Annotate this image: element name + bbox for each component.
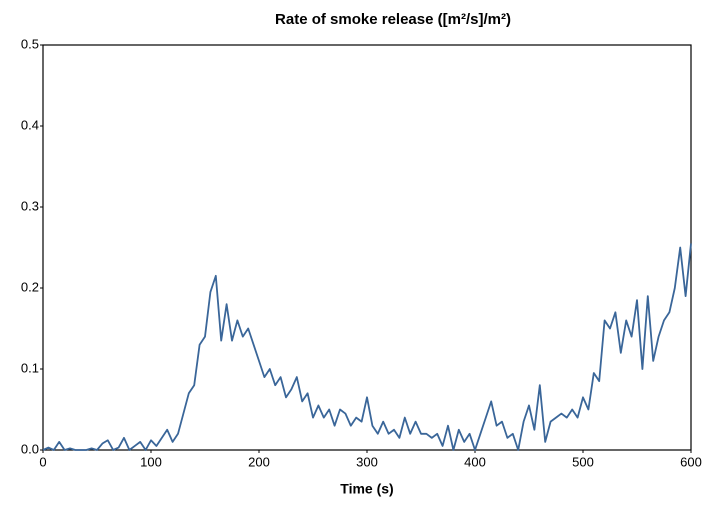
x-tick-label: 600	[680, 454, 702, 469]
y-tick-label: 0.2	[21, 279, 39, 294]
y-tick-label: 0.0	[21, 441, 39, 456]
x-axis-label: Time (s)	[340, 481, 393, 497]
y-tick-label: 0.5	[21, 36, 39, 51]
chart-title: Rate of smoke release ([m²/s]/m²)	[275, 11, 511, 28]
x-tick-label: 0	[39, 454, 46, 469]
plot-frame	[42, 44, 692, 451]
y-tick-label: 0.4	[21, 117, 39, 132]
x-tick-label: 100	[140, 454, 162, 469]
x-tick-label: 400	[464, 454, 486, 469]
y-tick-label: 0.1	[21, 360, 39, 375]
x-tick-label: 200	[248, 454, 270, 469]
x-tick-label: 500	[572, 454, 594, 469]
data-line	[42, 243, 692, 451]
x-tick-label: 300	[356, 454, 378, 469]
y-tick-label: 0.3	[21, 198, 39, 213]
